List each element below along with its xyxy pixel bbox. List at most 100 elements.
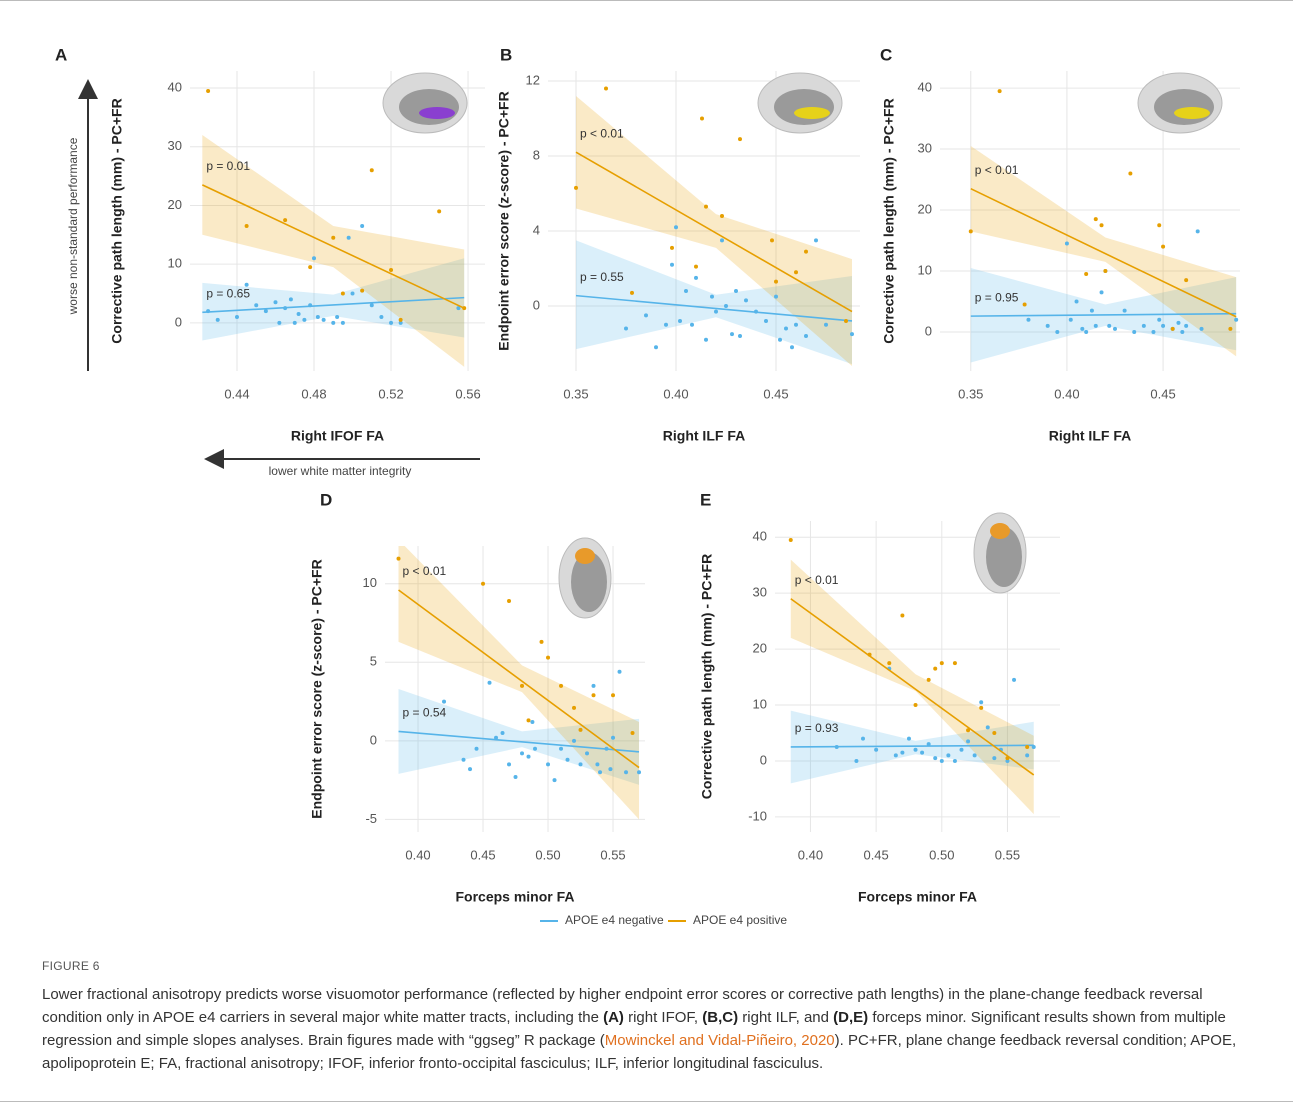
- rule: [0, 1101, 1293, 1102]
- brain-icon: [571, 552, 607, 612]
- data-point: [1184, 278, 1189, 283]
- data-point: [1234, 317, 1239, 322]
- data-point: [913, 747, 918, 752]
- data-point: [714, 309, 718, 314]
- data-point: [1064, 241, 1069, 246]
- brain-icon: [1154, 89, 1214, 125]
- data-point: [874, 747, 879, 752]
- data-point: [273, 300, 278, 305]
- data-point: [804, 333, 808, 338]
- y-tick-label: 20: [918, 201, 932, 216]
- brain-tract: [419, 107, 455, 119]
- data-point: [468, 767, 473, 772]
- x-tick-label: 0.50: [535, 847, 560, 862]
- y-tick-label: 10: [918, 262, 932, 277]
- data-point: [952, 661, 957, 666]
- caption-text: (B,C): [702, 1009, 739, 1026]
- data-point: [321, 317, 326, 322]
- p-value-label: p = 0.55: [580, 270, 624, 284]
- data-point: [369, 303, 374, 308]
- y-tick-label: 10: [168, 256, 182, 271]
- data-point: [604, 86, 608, 91]
- data-point: [595, 762, 600, 767]
- data-point: [346, 235, 351, 240]
- data-point: [850, 332, 854, 337]
- y-tick-label: 20: [168, 197, 182, 212]
- data-point: [546, 762, 551, 767]
- data-point: [1012, 677, 1017, 682]
- data-point: [720, 238, 724, 243]
- data-point: [1074, 299, 1079, 304]
- data-point: [335, 314, 340, 319]
- data-point: [670, 262, 674, 267]
- data-point: [283, 218, 288, 223]
- data-point: [1093, 217, 1098, 222]
- data-point: [474, 746, 479, 751]
- fit-line: [202, 296, 465, 314]
- data-point: [617, 669, 622, 674]
- x-tick-label: 0.40: [798, 847, 823, 862]
- y-axis-title: Corrective path length (mm) - PC+FR: [109, 98, 125, 343]
- data-point: [920, 750, 925, 755]
- y-axis-title: Endpoint error score (z-score) - PC+FR: [309, 559, 325, 818]
- data-point: [1022, 302, 1027, 307]
- data-point: [992, 730, 997, 735]
- data-point: [744, 298, 748, 303]
- data-point: [360, 288, 365, 293]
- data-point: [1045, 323, 1050, 328]
- data-point: [360, 223, 365, 228]
- figure-label: FIGURE 6: [42, 959, 100, 973]
- data-point: [331, 235, 336, 240]
- x-tick-label: 0.55: [600, 847, 625, 862]
- data-point: [764, 318, 768, 323]
- y-tick-label: 10: [363, 575, 377, 590]
- data-point: [814, 238, 818, 243]
- data-point: [254, 303, 259, 308]
- y-tick-label: 0: [175, 314, 182, 329]
- data-point: [481, 581, 486, 586]
- data-point: [500, 731, 505, 735]
- x-tick-label: 0.35: [563, 386, 588, 401]
- p-value-label: p = 0.93: [795, 721, 839, 735]
- x-tick-label: 0.52: [378, 386, 403, 401]
- data-point: [611, 735, 616, 740]
- data-point: [654, 345, 658, 350]
- y-tick-label: 0: [760, 752, 767, 767]
- data-point: [456, 306, 461, 311]
- data-point: [331, 320, 336, 325]
- x-tick-label: 0.45: [1150, 386, 1175, 401]
- data-point: [1170, 326, 1175, 331]
- data-point: [533, 746, 538, 751]
- citation-link[interactable]: Mowinckel and Vidal-Piñeiro, 2020: [604, 1032, 835, 1049]
- confidence-band: [970, 146, 1237, 357]
- data-point: [552, 778, 557, 783]
- data-point: [1195, 229, 1200, 234]
- data-point: [1141, 323, 1146, 328]
- data-point: [670, 245, 674, 250]
- y-tick-label: 0: [533, 297, 540, 312]
- data-point: [966, 728, 971, 733]
- data-point: [997, 89, 1002, 94]
- data-point: [690, 322, 694, 327]
- y-tick-label: 5: [370, 654, 377, 669]
- brain-tract: [575, 548, 595, 564]
- data-point: [952, 758, 957, 763]
- x-tick-label: 0.40: [405, 847, 430, 862]
- x-tick-label: 0.48: [301, 386, 326, 401]
- panel-label: B: [500, 45, 512, 64]
- legend-label: APOE e4 negative: [565, 913, 664, 927]
- data-point: [611, 693, 616, 698]
- x-axis-title: Right IFOF FA: [291, 428, 384, 444]
- x-axis-title: Right ILF FA: [1049, 428, 1131, 444]
- data-point: [913, 703, 918, 708]
- fit-line: [398, 730, 640, 753]
- data-point: [389, 268, 394, 273]
- data-point: [624, 770, 629, 775]
- p-value-label: p = 0.54: [403, 706, 447, 720]
- annotation: worse non-standard performance: [66, 137, 80, 315]
- data-point: [591, 683, 596, 688]
- x-tick-label: 0.35: [958, 386, 983, 401]
- x-tick-label: 0.45: [763, 386, 788, 401]
- data-point: [630, 290, 634, 295]
- data-point: [215, 317, 220, 322]
